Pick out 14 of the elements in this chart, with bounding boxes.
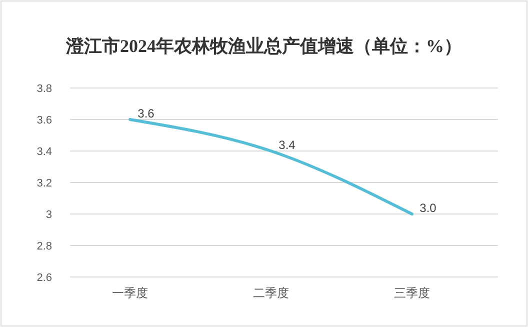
y-tick-label: 2.8 [36,240,52,252]
x-tick-label: 一季度 [112,286,148,300]
data-label: 3.0 [420,201,437,215]
y-tick-label: 3.6 [36,114,52,126]
data-label: 3.6 [138,106,155,120]
x-tick-label: 二季度 [253,286,289,300]
y-tick-label: 2.6 [36,272,52,284]
y-tick-label: 3.4 [36,146,52,158]
x-tick-label: 三季度 [394,286,430,300]
y-tick-label: 3 [46,209,52,221]
data-label: 3.4 [278,138,296,152]
chart-title: 澄江市2024年农林牧渔业总产值增速（单位：%） [65,36,462,56]
y-tick-label: 3.8 [36,83,52,95]
y-tick-label: 3.2 [36,178,52,190]
